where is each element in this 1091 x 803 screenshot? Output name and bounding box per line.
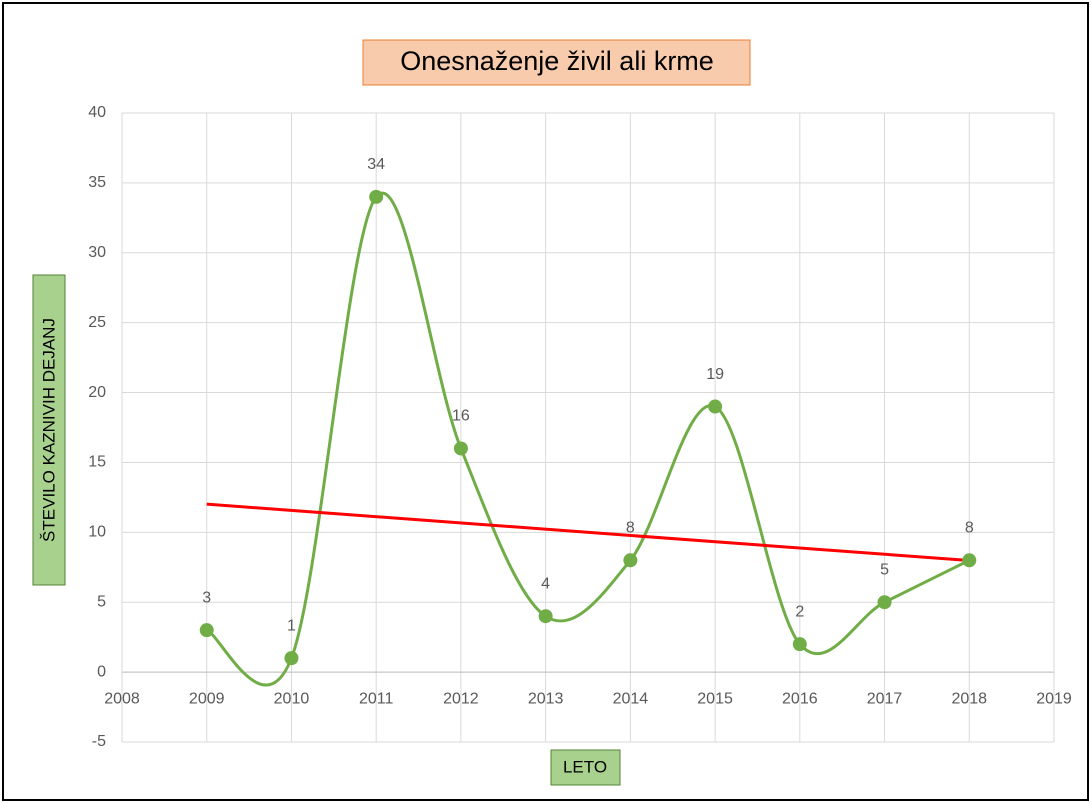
data-label: 2 [795,603,804,620]
data-label: 1 [287,617,296,634]
y-tick-label: 30 [88,244,106,261]
x-tick-label: 2013 [528,690,564,707]
point [284,651,299,666]
x-tick-label: 2015 [697,690,733,707]
y-tick-label: 40 [88,104,106,121]
data-label: 5 [880,561,889,578]
x-tick-label: 2018 [951,690,987,707]
point [453,441,468,456]
x-axis-label: LETO [563,757,607,776]
y-label-box [32,274,66,586]
x-tick-label: 2008 [104,690,140,707]
point [708,399,723,414]
point [623,553,638,568]
title-box [362,39,751,86]
x-tick-label: 2012 [443,690,479,707]
data-label: 8 [965,520,974,537]
x-tick-label: 2019 [1036,690,1072,707]
data-label: 3 [202,589,211,606]
x-tick-label: 2010 [274,690,310,707]
point [877,595,892,610]
data-label: 4 [541,575,550,592]
point [792,637,807,652]
y-axis-label: ŠTEVILO KAZNIVIH DEJANJ [39,318,58,542]
trendline [206,502,970,563]
point [962,553,977,568]
grid [121,112,1055,743]
data-label: 19 [706,366,724,383]
y-tick-label: 10 [88,524,106,541]
x-tick-label: 2014 [613,690,649,707]
y-tick-label: -5 [92,733,106,750]
y-tick-label: 20 [88,384,106,401]
data-label: 8 [626,520,635,537]
point [199,623,214,638]
y-tick-label: 5 [97,593,106,610]
x-tick-label: 2009 [189,690,225,707]
y-tick-label: 25 [88,314,106,331]
data-label: 16 [452,408,470,425]
point [538,609,553,624]
x-tick-label: 2011 [359,690,394,707]
x-label-box [550,749,621,786]
y-tick-label: 0 [97,663,106,680]
data-label: 34 [367,156,385,173]
chart-title: Onesnaženje živil ali krme [400,46,714,76]
x-tick-label: 2017 [867,690,903,707]
y-tick-label: 35 [88,174,106,191]
y-tick-label: 15 [88,454,106,471]
x-tick-label: 2016 [782,690,818,707]
point [369,189,384,204]
